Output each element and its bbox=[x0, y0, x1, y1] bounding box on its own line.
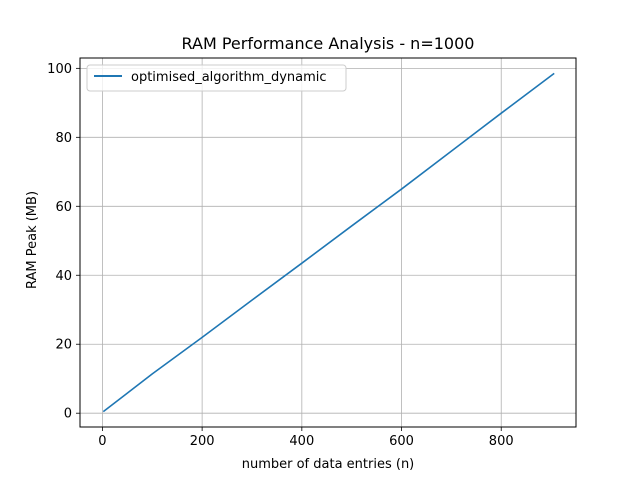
y-tick-label: 60 bbox=[55, 200, 72, 215]
x-tick-label: 600 bbox=[389, 434, 414, 449]
y-axis-label: RAM Peak (MB) bbox=[25, 191, 40, 289]
legend-frame bbox=[86, 64, 347, 92]
x-tick-label: 200 bbox=[190, 434, 215, 449]
plot-frame bbox=[79, 57, 577, 428]
legend: optimised_algorithm_dynamic bbox=[86, 64, 347, 92]
legend-entry: optimised_algorithm_dynamic bbox=[131, 70, 327, 85]
x-axis-label: number of data entries (n) bbox=[242, 457, 415, 472]
series-line bbox=[102, 72, 555, 413]
y-tick-label: 80 bbox=[55, 131, 72, 146]
y-tick-label: 40 bbox=[55, 269, 72, 284]
x-tick-label: 400 bbox=[289, 434, 314, 449]
series-layer bbox=[102, 72, 555, 413]
y-axis-ticks: 0 20 40 60 80 100 bbox=[47, 62, 80, 422]
x-axis-ticks: 0 200 400 600 800 bbox=[98, 427, 514, 449]
x-tick-label: 0 bbox=[98, 434, 106, 449]
y-tick-label: 20 bbox=[55, 338, 72, 353]
y-tick-label: 100 bbox=[47, 62, 72, 77]
x-tick-label: 800 bbox=[489, 434, 514, 449]
chart-title: RAM Performance Analysis - n=1000 bbox=[182, 34, 475, 53]
y-tick-label: 0 bbox=[64, 407, 72, 422]
